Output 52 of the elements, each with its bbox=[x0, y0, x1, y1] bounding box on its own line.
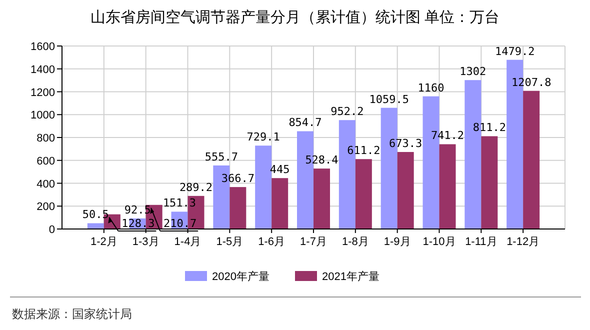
bar bbox=[481, 136, 498, 229]
data-label: 811.2 bbox=[472, 121, 506, 134]
x-tick-label: 1-8月 bbox=[342, 236, 369, 248]
data-label: 555.7 bbox=[204, 150, 238, 164]
bar bbox=[397, 152, 414, 229]
data-label: 952.2 bbox=[330, 105, 364, 118]
chart-title: 山东省房间空气调节器产量分月（累计值）统计图 单位：万台 bbox=[90, 9, 500, 26]
y-tick-label: 400 bbox=[36, 178, 55, 190]
bar bbox=[523, 90, 540, 229]
data-label: 854.7 bbox=[288, 116, 322, 130]
y-tick-label: 1000 bbox=[30, 110, 55, 122]
x-tick-label: 1-12月 bbox=[506, 236, 540, 248]
source-note: 数据来源：国家统计局 bbox=[12, 307, 132, 321]
x-tick-label: 1-9月 bbox=[384, 236, 411, 248]
data-label: 1160 bbox=[418, 81, 444, 94]
x-tick-label: 1-2月 bbox=[90, 236, 118, 248]
bar bbox=[87, 223, 104, 229]
bar bbox=[272, 178, 288, 229]
y-tick-label: 0 bbox=[48, 224, 55, 236]
data-label: 673.3 bbox=[389, 136, 422, 150]
data-label: 1302 bbox=[460, 65, 486, 78]
y-tick-label: 1600 bbox=[30, 41, 55, 53]
x-tick-label: 1-4月 bbox=[174, 236, 202, 248]
x-tick-label: 1-3月 bbox=[132, 236, 160, 248]
y-tick-label: 200 bbox=[36, 201, 55, 214]
data-label: 50.5 bbox=[82, 208, 109, 222]
bar bbox=[255, 146, 272, 229]
x-tick-label: 1-11月 bbox=[465, 236, 498, 248]
bar bbox=[439, 144, 456, 229]
data-label: 729.1 bbox=[246, 130, 280, 144]
bar bbox=[230, 187, 246, 229]
y-tick-label: 1200 bbox=[30, 86, 55, 99]
data-label: 611.2 bbox=[347, 144, 380, 158]
data-label: 741.2 bbox=[430, 129, 464, 142]
data-label: 1207.8 bbox=[511, 76, 552, 89]
bar bbox=[314, 168, 330, 229]
y-tick-label: 1400 bbox=[30, 64, 55, 76]
data-label: 289.2 bbox=[179, 180, 213, 194]
x-tick-label: 1-7月 bbox=[300, 236, 327, 248]
bar bbox=[355, 159, 372, 229]
y-tick-label: 800 bbox=[36, 132, 55, 144]
y-tick-label: 600 bbox=[36, 155, 55, 168]
x-tick-label: 1-6月 bbox=[258, 236, 286, 248]
data-label: 528.4 bbox=[305, 154, 339, 167]
x-tick-label: 1-10月 bbox=[422, 236, 456, 248]
data-label: 366.7 bbox=[221, 172, 254, 186]
legend-label: 2020年产量 bbox=[212, 270, 270, 283]
x-tick-label: 1-5月 bbox=[216, 236, 244, 248]
data-label: 445 bbox=[270, 163, 290, 176]
data-label: 1479.2 bbox=[494, 44, 535, 58]
legend-label: 2021年产量 bbox=[322, 270, 380, 283]
data-label: 1059.5 bbox=[369, 92, 409, 106]
